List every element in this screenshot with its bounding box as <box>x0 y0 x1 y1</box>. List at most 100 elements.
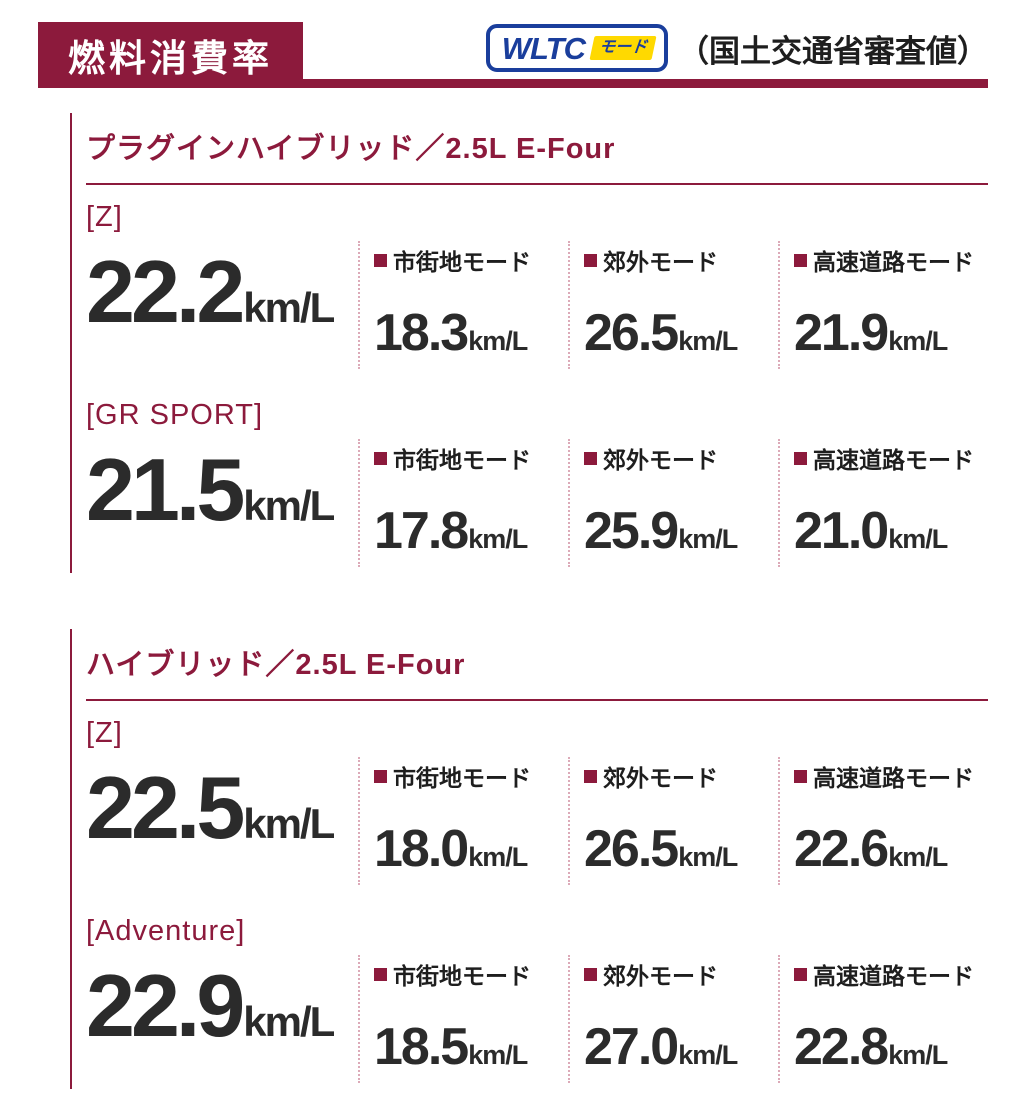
mode-number: 21.0 <box>794 502 889 560</box>
section-rule <box>86 699 988 701</box>
mode-number: 18.0 <box>374 820 469 878</box>
mode-unit: km/L <box>468 1040 528 1070</box>
grade-name: [GR SPORT] <box>86 399 264 431</box>
mode-label-text: 高速道路モード <box>813 963 974 989</box>
mode-number: 26.5 <box>584 820 679 878</box>
grade-name: [Z] <box>86 717 123 749</box>
grade-total-value: 22.2km/L <box>86 248 358 336</box>
mode-label-text: 郊外モード <box>603 963 718 989</box>
mode-unit: km/L <box>678 326 738 356</box>
mode-value: 22.6km/L <box>794 823 986 875</box>
mode-value: 26.5km/L <box>584 307 776 359</box>
page-title-label: 燃料消費率 <box>68 38 273 79</box>
mode-column-suburban: 郊外モード 25.9km/L <box>568 439 778 567</box>
grade-name: [Adventure] <box>86 915 246 947</box>
grade-total-value: 22.5km/L <box>86 764 358 852</box>
grade-main: [Z] 22.5km/L <box>86 713 358 885</box>
mode-value: 27.0km/L <box>584 1021 776 1073</box>
mode-unit: km/L <box>888 524 948 554</box>
square-bullet-icon <box>374 967 387 981</box>
mode-values-group: 市街地モード 17.8km/L 郊外モード 25.9km/L 高速道路モード 2… <box>358 439 988 567</box>
section-title: プラグインハイブリッド／2.5L E-Four <box>86 133 616 165</box>
square-bullet-icon <box>584 769 597 783</box>
total-unit: km/L <box>243 800 335 847</box>
mode-value: 22.8km/L <box>794 1021 986 1073</box>
page-title: 燃料消費率 <box>38 22 303 88</box>
square-bullet-icon <box>584 967 597 981</box>
mode-values-group: 市街地モード 18.3km/L 郊外モード 26.5km/L 高速道路モード 2… <box>358 241 988 369</box>
mode-label-text: 市街地モード <box>393 447 531 473</box>
grade-row-z: [Z] 22.2km/L 市街地モード 18.3km/L 郊外モード 26.5k… <box>86 197 988 369</box>
total-unit: km/L <box>243 482 335 529</box>
page-header: 燃料消費率 WLTC モード （国土交通省審査値） <box>38 22 988 88</box>
mode-value: 25.9km/L <box>584 505 776 557</box>
mode-label: 高速道路モード <box>794 441 986 475</box>
mode-column-highway: 高速道路モード 22.8km/L <box>778 955 988 1083</box>
mode-unit: km/L <box>468 326 528 356</box>
total-unit: km/L <box>243 998 335 1045</box>
mode-number: 17.8 <box>374 502 469 560</box>
mode-number: 22.8 <box>794 1018 889 1076</box>
mode-number: 22.6 <box>794 820 889 878</box>
mode-label-text: 市街地モード <box>393 765 531 791</box>
grade-name: [Z] <box>86 201 123 233</box>
mode-number: 25.9 <box>584 502 679 560</box>
total-number: 22.2 <box>86 242 245 341</box>
mode-unit: km/L <box>678 1040 738 1070</box>
square-bullet-icon <box>584 253 597 267</box>
grade-main: [GR SPORT] 21.5km/L <box>86 395 358 567</box>
mode-column-highway: 高速道路モード 21.9km/L <box>778 241 988 369</box>
total-unit: km/L <box>243 284 335 331</box>
wltc-mode-badge-icon: WLTC モード <box>485 24 668 72</box>
mode-label: 郊外モード <box>584 441 776 475</box>
mode-column-city: 市街地モード 18.5km/L <box>358 955 568 1083</box>
square-bullet-icon <box>374 451 387 465</box>
mode-value: 26.5km/L <box>584 823 776 875</box>
mode-column-city: 市街地モード 17.8km/L <box>358 439 568 567</box>
mode-unit: km/L <box>678 524 738 554</box>
mode-number: 18.5 <box>374 1018 469 1076</box>
header-underline-bar <box>38 79 988 88</box>
mode-label-text: 郊外モード <box>603 249 718 275</box>
mode-label-text: 高速道路モード <box>813 249 974 275</box>
mode-label-text: 市街地モード <box>393 249 531 275</box>
square-bullet-icon <box>794 967 807 981</box>
mode-label: 郊外モード <box>584 243 776 277</box>
mode-label-text: 郊外モード <box>603 765 718 791</box>
mode-label: 市街地モード <box>374 441 566 475</box>
grade-main: [Adventure] 22.9km/L <box>86 911 358 1083</box>
mode-label: 高速道路モード <box>794 957 986 991</box>
grade-row-z: [Z] 22.5km/L 市街地モード 18.0km/L 郊外モード 26.5k… <box>86 713 988 885</box>
mode-unit: km/L <box>678 842 738 872</box>
mode-unit: km/L <box>888 1040 948 1070</box>
wltc-logo-text: WLTC <box>501 30 586 66</box>
grade-row-gr-sport: [GR SPORT] 21.5km/L 市街地モード 17.8km/L 郊外モー… <box>86 395 988 567</box>
mode-column-suburban: 郊外モード 26.5km/L <box>568 757 778 885</box>
mode-column-highway: 高速道路モード 22.6km/L <box>778 757 988 885</box>
grade-total-value: 21.5km/L <box>86 446 358 534</box>
mode-value: 18.5km/L <box>374 1021 566 1073</box>
mode-column-suburban: 郊外モード 27.0km/L <box>568 955 778 1083</box>
square-bullet-icon <box>584 451 597 465</box>
mode-label: 郊外モード <box>584 759 776 793</box>
mode-column-city: 市街地モード 18.0km/L <box>358 757 568 885</box>
wltc-mode-tag-label: モード <box>598 39 648 56</box>
mode-number: 26.5 <box>584 304 679 362</box>
grade-main: [Z] 22.2km/L <box>86 197 358 369</box>
mode-column-city: 市街地モード 18.3km/L <box>358 241 568 369</box>
mode-label: 高速道路モード <box>794 243 986 277</box>
mode-label: 高速道路モード <box>794 759 986 793</box>
mode-number: 21.9 <box>794 304 889 362</box>
grade-total-value: 22.9km/L <box>86 962 358 1050</box>
square-bullet-icon <box>794 769 807 783</box>
mode-value: 21.9km/L <box>794 307 986 359</box>
grade-row-adventure: [Adventure] 22.9km/L 市街地モード 18.5km/L 郊外モ… <box>86 911 988 1083</box>
total-number: 22.5 <box>86 758 245 857</box>
mode-number: 18.3 <box>374 304 469 362</box>
mode-value: 18.0km/L <box>374 823 566 875</box>
header-note: （国土交通省審査値） <box>678 33 988 69</box>
square-bullet-icon <box>374 769 387 783</box>
mode-value: 18.3km/L <box>374 307 566 359</box>
square-bullet-icon <box>794 253 807 267</box>
square-bullet-icon <box>374 253 387 267</box>
